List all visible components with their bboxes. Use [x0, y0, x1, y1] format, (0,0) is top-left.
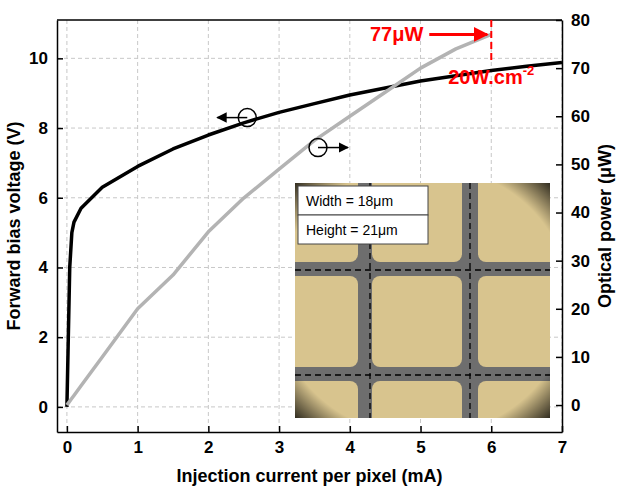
tick-mark	[556, 309, 562, 311]
annotation-superscript: -2	[523, 63, 535, 78]
tick-mark	[57, 267, 63, 269]
tick: 30	[556, 252, 590, 271]
x-axis: 0 1 2 3 4 5 6 7	[58, 426, 568, 457]
tick-label: 60	[571, 107, 590, 126]
tick-mark	[556, 212, 562, 214]
tick: 0	[39, 398, 63, 417]
tick: 70	[556, 59, 590, 78]
tick-mark	[67, 426, 69, 432]
tick-mark	[279, 426, 281, 432]
axis-line	[562, 21, 564, 433]
tick-label: 80	[571, 11, 590, 30]
tick: 1	[133, 426, 142, 457]
tick-label: 6	[487, 438, 496, 457]
inset-label-box	[298, 215, 428, 244]
tick: 10	[29, 49, 63, 68]
tick-label: 50	[571, 155, 590, 174]
x-axis-title: Injection current per pixel (mA)	[176, 466, 442, 486]
tick-label: 40	[571, 203, 590, 222]
grid-line-y	[57, 58, 562, 59]
tick-mark	[57, 58, 63, 60]
tick: 5	[416, 426, 425, 457]
grid	[57, 20, 562, 432]
grid-line-x	[208, 20, 209, 432]
tick-mark	[556, 116, 562, 118]
tick-label: 7	[558, 438, 567, 457]
axis-line	[58, 432, 563, 434]
background	[0, 0, 621, 496]
tick-mark	[556, 260, 562, 262]
tick-mark	[420, 426, 422, 432]
tick: 0	[63, 426, 72, 457]
tick: 2	[39, 328, 63, 347]
tick-mark	[57, 337, 63, 339]
tick-mark	[350, 426, 352, 432]
tick: 6	[39, 189, 63, 208]
tick-mark	[556, 68, 562, 70]
tick: 2	[204, 426, 213, 457]
tick-mark	[57, 407, 63, 409]
grid-line-x	[137, 20, 138, 432]
y2-axis: 0 10 20 30 40 50 60 70 80	[556, 11, 590, 433]
grid-line-x	[279, 20, 280, 432]
tick-label: 8	[39, 119, 48, 138]
tick-label: 20	[571, 300, 590, 319]
tick-label: 6	[39, 189, 48, 208]
y-axis-title: Forward bias voltage (V)	[4, 121, 24, 330]
tick-label: 2	[204, 438, 213, 457]
tick-label: 30	[571, 252, 590, 271]
tick: 4	[346, 426, 356, 457]
tick: 10	[556, 348, 590, 367]
tick-mark	[556, 164, 562, 166]
inset-vignette	[295, 183, 550, 418]
tick-mark	[137, 426, 139, 432]
tick-mark	[57, 128, 63, 130]
annotation: 77μW	[370, 23, 423, 45]
grid-line-y	[57, 128, 562, 129]
axis-indicator-arrow	[217, 117, 247, 119]
tick-mark	[556, 357, 562, 359]
inset-photo: Width = 18μm Height = 21μm	[280, 170, 570, 440]
tick-label: 5	[416, 438, 425, 457]
y2-axis-title: Optical power (μW)	[595, 144, 615, 308]
tick-label: 10	[571, 348, 590, 367]
tick: 50	[556, 155, 590, 174]
tick-label: 2	[39, 328, 48, 347]
tick: 60	[556, 107, 590, 126]
tick-label: 1	[133, 438, 142, 457]
grid-line-x	[562, 20, 563, 432]
y-axis: 0 2 4 6 8 10	[29, 21, 63, 433]
tick-mark	[491, 426, 493, 432]
tick-label: 0	[63, 438, 72, 457]
tick: 0	[556, 396, 580, 415]
frame-top	[57, 19, 562, 21]
tick-label: 4	[346, 438, 356, 457]
tick-mark	[57, 198, 63, 200]
axis-indicator-arrow	[318, 147, 348, 149]
annotation: 20W.cm-2	[448, 63, 534, 88]
inset-label: Width = 18μm	[306, 193, 393, 209]
annotation-text: 20W.cm	[448, 66, 522, 88]
tick-label: 10	[29, 49, 48, 68]
tick: 4	[39, 258, 63, 277]
axis-line	[57, 21, 59, 433]
tick-label: 4	[39, 258, 49, 277]
inset-ground	[295, 183, 550, 418]
inset-label-box	[298, 186, 428, 215]
tick-mark	[556, 405, 562, 407]
tick-label: 0	[39, 398, 48, 417]
inset-label: Height = 21μm	[306, 222, 398, 238]
tick-mark	[208, 426, 210, 432]
tick: 20	[556, 300, 590, 319]
tick: 6	[487, 426, 496, 457]
tick-label: 3	[275, 438, 284, 457]
annotation-line	[490, 20, 492, 62]
annotation-arrow	[429, 33, 487, 36]
tick-label: 0	[571, 396, 580, 415]
tick: 40	[556, 203, 590, 222]
tick: 8	[39, 119, 63, 138]
tick-label: 70	[571, 59, 590, 78]
tick: 3	[275, 426, 284, 457]
